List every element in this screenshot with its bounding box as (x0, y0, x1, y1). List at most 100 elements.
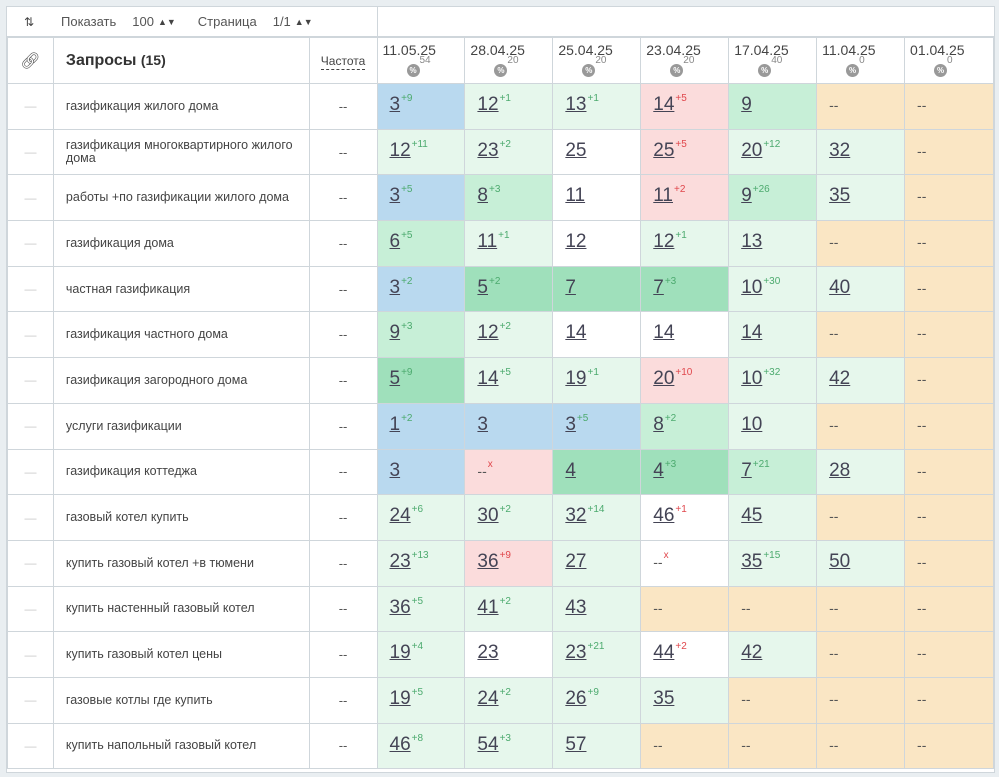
position-link[interactable]: 46 (389, 733, 411, 755)
position-link[interactable]: 8 (653, 413, 664, 435)
position-link[interactable]: 9 (389, 322, 401, 344)
position-link[interactable]: 3 (389, 185, 401, 207)
position-link[interactable]: 4 (565, 459, 576, 481)
date-header[interactable]: 28.04.25% 20 (464, 37, 554, 84)
link-icon[interactable]: 🔗︎ (20, 52, 41, 70)
row-link-cell[interactable]: — (7, 722, 54, 770)
row-link-cell[interactable]: — (7, 265, 54, 313)
row-link-cell[interactable]: — (7, 676, 54, 724)
position-link[interactable]: 24 (477, 687, 499, 709)
position-link[interactable]: 11 (477, 231, 498, 253)
position-link[interactable]: 7 (741, 459, 752, 481)
position-link[interactable]: 13 (565, 94, 587, 115)
position-link[interactable]: 14 (741, 322, 763, 344)
position-link[interactable]: 3 (389, 276, 401, 298)
position-link[interactable]: 35 (741, 550, 763, 572)
position-link[interactable]: 36 (389, 596, 411, 618)
position-link[interactable]: 57 (565, 733, 587, 755)
row-link-cell[interactable]: — (7, 631, 54, 678)
position-link[interactable]: 42 (741, 642, 763, 664)
position-link[interactable]: 36 (477, 550, 499, 572)
row-link-cell[interactable]: — (7, 585, 54, 633)
position-link[interactable]: 12 (653, 231, 675, 253)
position-link[interactable]: 7 (565, 276, 576, 298)
sort-icon[interactable]: ⇅ (23, 14, 35, 29)
position-link[interactable]: 35 (829, 185, 851, 207)
position-link[interactable]: 41 (477, 596, 499, 618)
position-link[interactable]: 19 (389, 687, 411, 709)
row-link-cell[interactable]: — (7, 539, 54, 587)
link-column-header[interactable]: 🔗︎ (7, 37, 54, 84)
position-link[interactable]: 7 (653, 276, 664, 298)
row-link-cell[interactable]: — (7, 174, 54, 222)
position-link[interactable]: 54 (477, 733, 499, 755)
position-link[interactable]: 46 (653, 505, 675, 527)
position-link[interactable]: 45 (741, 505, 763, 527)
position-link[interactable]: 14 (477, 368, 499, 390)
position-link[interactable]: 3 (477, 413, 488, 435)
position-link[interactable]: 42 (829, 368, 851, 390)
position-link[interactable]: 1 (389, 413, 401, 435)
position-link[interactable]: 43 (565, 596, 587, 618)
position-link[interactable]: 28 (829, 459, 851, 481)
position-link[interactable]: 32 (565, 505, 587, 527)
position-link[interactable]: 5 (389, 368, 401, 390)
date-header[interactable]: 11.04.25% 0 (816, 37, 906, 84)
position-link[interactable]: 40 (829, 276, 851, 298)
position-link[interactable]: 10 (741, 368, 763, 390)
position-link[interactable]: 50 (829, 550, 851, 572)
frequency-header[interactable]: Частота (308, 37, 378, 84)
position-link[interactable]: 10 (741, 276, 763, 298)
position-link[interactable]: 9 (741, 94, 752, 115)
position-link[interactable]: 14 (565, 322, 587, 344)
show-count-select[interactable]: 100 ▲▼ (132, 14, 176, 29)
position-link[interactable]: 25 (653, 139, 675, 161)
row-link-cell[interactable]: — (7, 357, 54, 404)
position-link[interactable]: 10 (741, 413, 763, 435)
position-link[interactable]: 23 (565, 642, 587, 664)
position-link[interactable]: 5 (477, 276, 488, 298)
position-link[interactable]: 35 (653, 687, 675, 709)
position-link[interactable]: 19 (389, 642, 411, 664)
position-link[interactable]: 23 (389, 550, 411, 572)
row-link-cell[interactable]: — (7, 311, 54, 359)
position-link[interactable]: 3 (389, 459, 401, 481)
position-link[interactable]: 9 (741, 185, 752, 207)
row-link-cell[interactable]: — (7, 448, 54, 496)
position-link[interactable]: 12 (477, 322, 499, 344)
position-link[interactable]: 20 (653, 368, 675, 390)
position-link[interactable]: 11 (565, 185, 586, 207)
date-header[interactable]: 25.04.25% 20 (552, 37, 642, 84)
position-link[interactable]: 3 (565, 413, 576, 435)
position-link[interactable]: 24 (389, 505, 411, 527)
page-select[interactable]: 1/1 ▲▼ (273, 14, 313, 29)
row-link-cell[interactable]: — (7, 494, 54, 541)
row-link-cell[interactable]: — (7, 402, 54, 450)
position-link[interactable]: 12 (389, 139, 411, 161)
position-link[interactable]: 20 (741, 139, 763, 161)
position-link[interactable]: 23 (477, 139, 499, 161)
position-link[interactable]: 12 (565, 231, 587, 253)
position-link[interactable]: 3 (389, 94, 401, 115)
row-link-cell[interactable]: — (7, 83, 54, 130)
date-header[interactable]: 17.04.25% 40 (728, 37, 818, 84)
position-link[interactable]: 30 (477, 505, 499, 527)
position-link[interactable]: 4 (653, 459, 664, 481)
date-header[interactable]: 23.04.25% 20 (640, 37, 730, 84)
position-link[interactable]: 6 (389, 231, 401, 253)
position-link[interactable]: 14 (653, 94, 675, 115)
position-link[interactable]: 19 (565, 368, 587, 390)
position-link[interactable]: 44 (653, 642, 675, 664)
position-link[interactable]: 11 (653, 185, 673, 207)
row-link-cell[interactable]: — (7, 220, 54, 267)
queries-header[interactable]: Запросы (15) (52, 37, 310, 84)
position-link[interactable]: 25 (565, 139, 587, 161)
position-link[interactable]: 14 (653, 322, 675, 344)
position-link[interactable]: 26 (565, 687, 587, 709)
position-link[interactable]: 32 (829, 139, 851, 161)
row-link-cell[interactable]: — (7, 128, 54, 176)
position-link[interactable]: 12 (477, 94, 499, 115)
date-header[interactable]: 11.05.25% 54 (376, 37, 466, 84)
position-link[interactable]: 23 (477, 642, 499, 664)
position-link[interactable]: 8 (477, 185, 488, 207)
